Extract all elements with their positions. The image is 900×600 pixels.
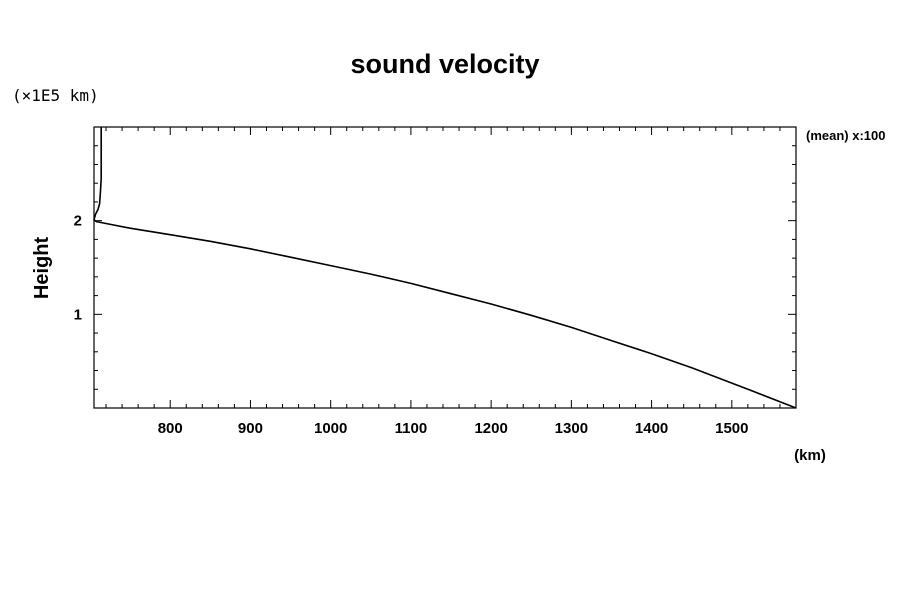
x-tick-label: 1000 xyxy=(314,420,347,437)
axis-ticks xyxy=(94,127,797,408)
chart-title: sound velocity xyxy=(350,49,539,79)
x-tick-label: 800 xyxy=(158,420,183,437)
series-group xyxy=(93,127,797,409)
tick-labels: 800 900 1000 1100 1200 1300 1400 1500 1 2 xyxy=(74,213,749,437)
mean-annotation: (mean) x:100 xyxy=(806,128,885,143)
plot-frame xyxy=(93,126,797,409)
x-tick-label: 900 xyxy=(238,420,263,437)
x-axis-unit-label: (km) xyxy=(794,447,826,464)
y-scale-note: (×1E5 km) xyxy=(12,86,99,105)
x-tick-label: 1100 xyxy=(395,420,428,437)
x-tick-label: 1300 xyxy=(555,420,588,437)
y-axis-label: Height xyxy=(31,237,53,300)
x-tick-label: 1500 xyxy=(715,420,748,437)
y-tick-label: 2 xyxy=(74,213,82,230)
x-tick-label: 1200 xyxy=(474,420,507,437)
x-tick-label: 1400 xyxy=(635,420,668,437)
y-tick-label: 1 xyxy=(74,306,82,323)
series-line-sound-velocity xyxy=(93,127,797,409)
